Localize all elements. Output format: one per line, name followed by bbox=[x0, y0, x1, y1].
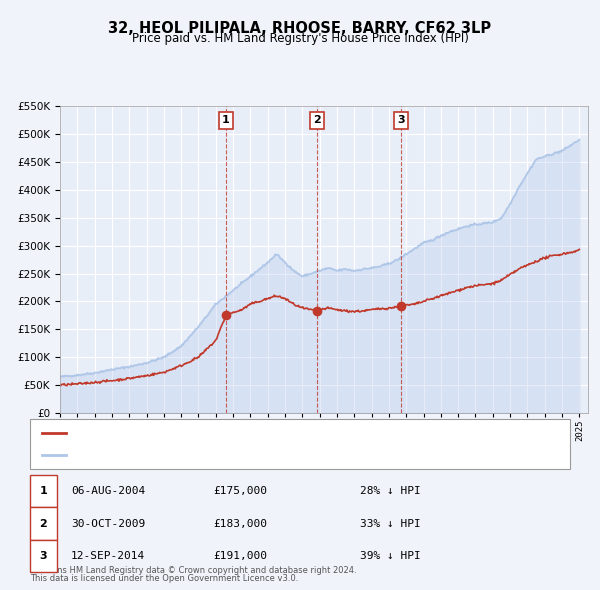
Text: 2: 2 bbox=[313, 116, 320, 126]
Text: 28% ↓ HPI: 28% ↓ HPI bbox=[359, 486, 421, 496]
Text: 32, HEOL PILIPALA, RHOOSE, BARRY, CF62 3LP: 32, HEOL PILIPALA, RHOOSE, BARRY, CF62 3… bbox=[109, 21, 491, 35]
Text: £175,000: £175,000 bbox=[213, 486, 267, 496]
Text: This data is licensed under the Open Government Licence v3.0.: This data is licensed under the Open Gov… bbox=[30, 574, 298, 583]
Text: £191,000: £191,000 bbox=[213, 551, 267, 561]
Text: 30-OCT-2009: 30-OCT-2009 bbox=[71, 519, 145, 529]
Text: Contains HM Land Registry data © Crown copyright and database right 2024.: Contains HM Land Registry data © Crown c… bbox=[30, 566, 356, 575]
Text: 33% ↓ HPI: 33% ↓ HPI bbox=[359, 519, 421, 529]
Text: 1: 1 bbox=[40, 486, 47, 496]
Text: 32, HEOL PILIPALA, RHOOSE, BARRY, CF62 3LP (detached house): 32, HEOL PILIPALA, RHOOSE, BARRY, CF62 3… bbox=[72, 428, 389, 438]
Text: Price paid vs. HM Land Registry's House Price Index (HPI): Price paid vs. HM Land Registry's House … bbox=[131, 32, 469, 45]
Text: 2: 2 bbox=[40, 519, 47, 529]
Text: £183,000: £183,000 bbox=[213, 519, 267, 529]
Text: 12-SEP-2014: 12-SEP-2014 bbox=[71, 551, 145, 561]
Text: 3: 3 bbox=[40, 551, 47, 561]
Text: 1: 1 bbox=[222, 116, 230, 126]
Text: HPI: Average price, detached house, Vale of Glamorgan: HPI: Average price, detached house, Vale… bbox=[72, 450, 343, 460]
Text: 39% ↓ HPI: 39% ↓ HPI bbox=[359, 551, 421, 561]
Text: 06-AUG-2004: 06-AUG-2004 bbox=[71, 486, 145, 496]
Text: 3: 3 bbox=[397, 116, 405, 126]
